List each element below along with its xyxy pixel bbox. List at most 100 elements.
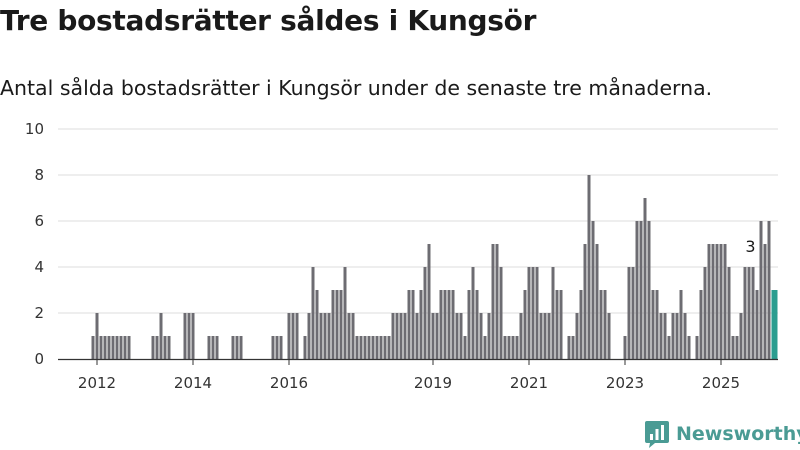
bar [503, 336, 507, 359]
bar [215, 336, 219, 359]
bar [395, 313, 399, 359]
bar [727, 267, 731, 359]
bar [507, 336, 511, 359]
x-tick-label: 2021 [510, 374, 548, 392]
bar [387, 336, 391, 359]
bar [695, 336, 699, 359]
bar [467, 290, 471, 359]
y-tick-label: 0 [34, 350, 44, 368]
bar [359, 336, 363, 359]
bar [371, 336, 375, 359]
bar [759, 221, 763, 359]
bar [679, 290, 683, 359]
bar [183, 313, 187, 359]
bar [643, 198, 647, 359]
bar [743, 267, 747, 359]
bar [151, 336, 155, 359]
bar [459, 313, 463, 359]
brand-name: Newsworthy [676, 423, 800, 445]
bar [487, 313, 491, 359]
bar [499, 267, 503, 359]
bar [539, 313, 543, 359]
bar [639, 221, 643, 359]
bar [595, 244, 599, 359]
bar [667, 336, 671, 359]
bar [435, 313, 439, 359]
bar [551, 267, 555, 359]
bar [579, 290, 583, 359]
bar [495, 244, 499, 359]
bar [763, 244, 767, 359]
bar [471, 267, 475, 359]
bar [315, 290, 319, 359]
bar [351, 313, 355, 359]
bar [303, 336, 307, 359]
y-tick-label: 2 [34, 304, 44, 322]
bar [155, 336, 159, 359]
bar [159, 313, 163, 359]
bar [699, 290, 703, 359]
bar [547, 313, 551, 359]
bar [703, 267, 707, 359]
x-tick-label: 2014 [174, 374, 212, 392]
chart-title: Tre bostadsrätter såldes i Kungsör [0, 4, 537, 37]
bar [287, 313, 291, 359]
bar [719, 244, 723, 359]
bar [715, 244, 719, 359]
bar [391, 313, 395, 359]
bar [479, 313, 483, 359]
bar [555, 290, 559, 359]
labels: 0 2 4 6 8 10 2012 2014 2016 2019 2021 2023 2025 3 [25, 120, 756, 392]
bar [403, 313, 407, 359]
bar [451, 290, 455, 359]
bars [91, 175, 778, 359]
bar [163, 336, 167, 359]
bar [127, 336, 131, 359]
bar [751, 267, 755, 359]
bar [599, 290, 603, 359]
bar-highlight [771, 290, 778, 359]
bar [95, 313, 99, 359]
bar [279, 336, 283, 359]
bar [275, 336, 279, 359]
bar [711, 244, 715, 359]
bar [659, 313, 663, 359]
bar [583, 244, 587, 359]
x-tick-label: 2019 [414, 374, 452, 392]
bar [631, 267, 635, 359]
bar [591, 221, 595, 359]
data-label-last: 3 [745, 237, 755, 256]
bar [187, 313, 191, 359]
bar [511, 336, 515, 359]
bar [603, 290, 607, 359]
chart-subtitle: Antal sålda bostadsrätter i Kungsör unde… [0, 76, 713, 100]
bar [419, 290, 423, 359]
bar [375, 336, 379, 359]
y-tick-label: 4 [34, 258, 44, 276]
bar [523, 290, 527, 359]
bar [443, 290, 447, 359]
bar [355, 336, 359, 359]
bar [431, 313, 435, 359]
bar [335, 290, 339, 359]
bar [731, 336, 735, 359]
bar [439, 290, 443, 359]
bar [327, 313, 331, 359]
bar [535, 267, 539, 359]
brand-logo[interactable]: Newsworthy [644, 418, 800, 450]
bar [311, 267, 315, 359]
bar [651, 290, 655, 359]
bar [575, 313, 579, 359]
bar [531, 267, 535, 359]
bar [271, 336, 275, 359]
bar [647, 221, 651, 359]
bar [463, 336, 467, 359]
bar [675, 313, 679, 359]
bar [559, 290, 563, 359]
gridlines [58, 128, 778, 314]
bar [91, 336, 95, 359]
bar [99, 336, 103, 359]
bar [115, 336, 119, 359]
bar [331, 290, 335, 359]
bar [607, 313, 611, 359]
